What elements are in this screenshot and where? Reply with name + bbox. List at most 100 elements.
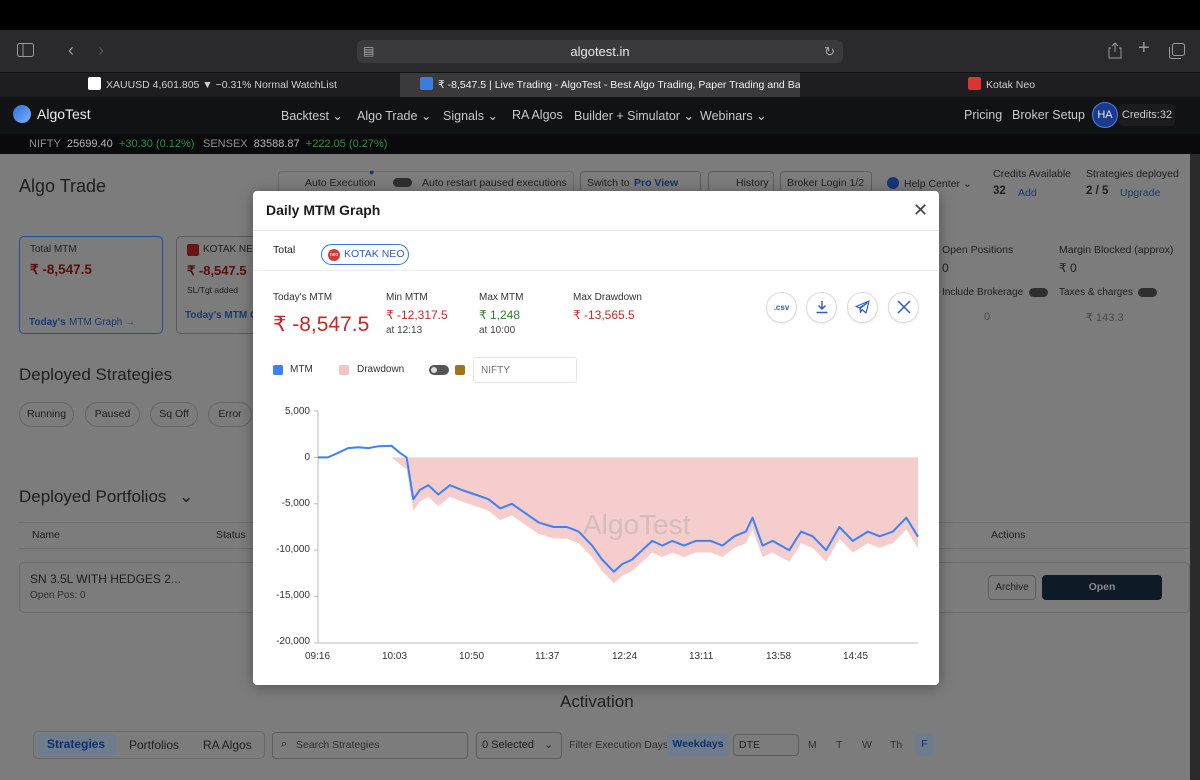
x-icon [896,300,911,314]
algotest-watermark: AlgoTest [583,509,691,540]
tab-total[interactable]: Total [273,244,296,256]
todays-link[interactable]: Today's [29,317,66,328]
nifty-toggle[interactable] [429,365,449,375]
open-button[interactable]: Open [1042,575,1162,600]
mtm-chart [314,410,919,644]
avatar[interactable]: HA [1092,102,1118,128]
day-w[interactable]: W [862,739,872,751]
day-th[interactable]: Th [890,739,903,751]
day-t[interactable]: T [836,739,843,751]
open-positions-value: 0 [942,261,949,275]
deployed-portfolios-heading: Deployed Portfolios ⌄ [19,487,193,507]
archive-button[interactable]: Archive [988,575,1036,600]
tab-kotak-neo[interactable]: Kotak Neo [968,73,1148,97]
csv-button[interactable]: .csv [766,292,797,323]
max-drawdown-label: Max Drawdown [573,292,642,303]
nav-broker-setup[interactable]: Broker Setup [1012,108,1085,122]
ticker-value: 83588.87 [253,138,300,150]
portfolio-name[interactable]: SN 3.5L WITH HEDGES 2... [30,572,181,586]
y-tick-label: 0 [304,452,310,463]
nav-builder-simulator[interactable]: Builder + Simulator ⌄ [574,108,694,123]
x-tick-label: 11:37 [535,651,560,662]
todays-mtm-label: Today's MTM [273,292,333,303]
x-tick-label: 10:03 [382,651,408,662]
chevron-down-icon: ⌄ [544,739,554,751]
y-tick-label: -15,000 [276,590,310,601]
total-mtm-label: Total MTM [30,244,77,255]
nav-ra-algos[interactable]: RA Algos [512,108,563,122]
nav-signals[interactable]: Signals ⌄ [443,108,498,123]
close-icon[interactable]: ✕ [913,200,929,220]
credits-badge[interactable]: Credits:32 [1119,104,1175,126]
tab-ra-algos[interactable]: RA Algos [203,738,252,752]
address-bar[interactable]: ▤ algotest.in ↻ [357,40,843,63]
filter-paused[interactable]: Paused [85,402,140,427]
taxes-switch[interactable] [1138,288,1157,297]
help-center-button[interactable]: Help Center ⌄ [887,177,972,190]
chevron-down-icon[interactable]: ⌄ [179,487,194,506]
search-icon: ⌕ [281,738,288,750]
broker-login-label: Broker Login 1/2 [787,177,865,189]
x-share-button[interactable] [888,292,919,323]
nav-label: Webinars [700,109,753,123]
app-navbar: AlgoTest Backtest ⌄ Algo Trade ⌄ Signals… [0,97,1200,134]
tab-algotest[interactable]: ₹ -8,547.5 | Live Trading - AlgoTest - B… [400,73,800,97]
nifty-color-swatch[interactable] [455,365,465,375]
dte-input[interactable] [733,734,799,756]
broker-card-link[interactable]: Today's MTM G [185,310,253,321]
mtm-graph-link[interactable]: MTM Graph → [69,317,136,328]
download-button[interactable] [806,292,837,323]
page-settings-icon[interactable]: ▤ [363,44,375,58]
drawdown-legend-swatch [339,365,349,375]
nav-webinars[interactable]: Webinars ⌄ [700,108,767,123]
filter-running[interactable]: Running [19,402,74,427]
nav-pricing[interactable]: Pricing [964,108,1003,122]
filter-error[interactable]: Error [208,402,252,427]
tab-xauusd[interactable]: XAUUSD 4,601.805 ▼ −0.31% Normal WatchLi… [84,73,396,97]
tab-portfolios[interactable]: Portfolios [129,738,180,752]
bell-icon: ● [369,167,375,177]
forward-icon[interactable]: › [98,40,104,60]
back-icon[interactable]: ‹ [68,40,74,60]
reload-icon[interactable]: ↻ [824,44,835,59]
include-brokerage-switch[interactable] [1029,288,1048,297]
tab-strategies[interactable]: Strategies [36,734,116,756]
new-tab-icon[interactable]: + [1138,37,1150,59]
taxes-label: Taxes & charges [1059,287,1133,298]
nav-backtest[interactable]: Backtest ⌄ [281,108,343,123]
chevron-down-icon: ⌄ [756,109,767,123]
add-credits-link[interactable]: Add [1018,187,1037,199]
total-mtm-card[interactable] [19,236,163,334]
tab-overview-icon[interactable] [1169,43,1185,63]
search-strategies-input[interactable] [272,732,468,759]
broker-mtm-card[interactable] [176,236,256,334]
page-scrollbar[interactable] [1190,154,1200,780]
share-icon[interactable] [1108,42,1122,63]
nav-algo-trade[interactable]: Algo Trade ⌄ [357,108,431,123]
mtm-legend-label[interactable]: MTM [290,364,313,375]
chevron-down-icon: ⌄ [420,109,432,123]
tab-kotak-neo-broker[interactable]: neo KOTAK NEO [321,244,409,265]
nav-label: Signals [443,109,484,123]
broker-card-value: ₹ -8,547.5 [187,263,247,278]
sidebar-toggle-icon[interactable] [17,43,34,61]
auto-restart-switch[interactable] [393,178,412,187]
strategies-deployed-label: Strategies deployed [1086,168,1179,180]
brand-logo[interactable]: AlgoTest [13,105,91,123]
y-tick-label: -5,000 [281,498,310,509]
filter-sq-off[interactable]: Sq Off [150,402,198,427]
ticker-name: NIFTY [29,138,61,150]
nav-label: Backtest [281,109,329,123]
weekdays-button[interactable]: Weekdays [667,734,729,756]
nifty-input[interactable] [473,357,577,383]
ticker-change: +30.30 (0.12%) [118,138,195,150]
ticker-value: 25699.40 [66,138,113,150]
upgrade-link[interactable]: Upgrade [1120,187,1161,199]
telegram-button[interactable] [847,292,878,323]
day-f[interactable]: F [915,734,934,756]
selected-dropdown[interactable] [476,732,562,759]
y-tick-label: 5,000 [284,406,310,417]
col-name: Name [32,529,61,541]
drawdown-legend-label[interactable]: Drawdown [357,364,405,375]
day-m[interactable]: M [808,739,817,751]
